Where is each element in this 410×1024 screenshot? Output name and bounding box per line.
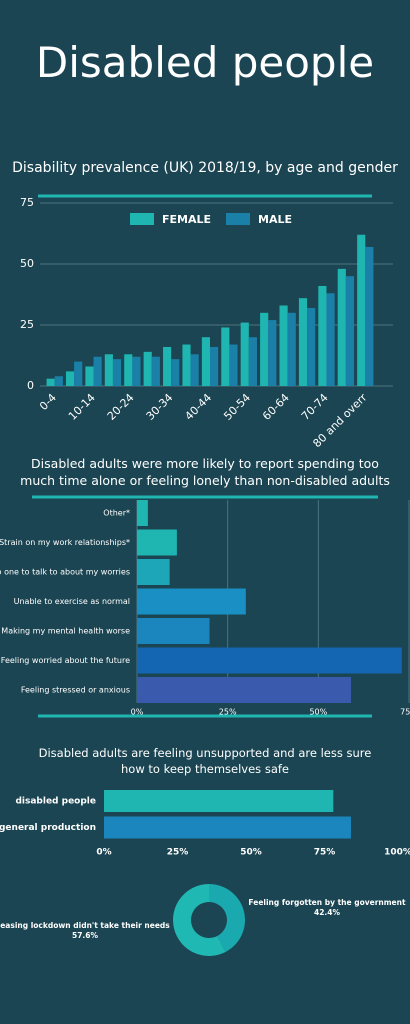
bar bbox=[307, 307, 316, 386]
bar bbox=[182, 344, 191, 386]
x-tick-label: 100% bbox=[384, 848, 410, 858]
slice-label: Feeling forgotten by the government bbox=[248, 898, 406, 907]
bar bbox=[240, 322, 249, 386]
bar bbox=[357, 234, 366, 386]
bar bbox=[229, 344, 238, 386]
bar bbox=[93, 356, 102, 386]
y-tick-label: disabled people bbox=[15, 797, 96, 807]
y-tick-label: Unable to exercise as normal bbox=[14, 597, 130, 606]
x-tick-label: 0-4 bbox=[37, 391, 59, 413]
chart-title: Disabled adults are feeling unsupported … bbox=[38, 746, 372, 776]
bar bbox=[137, 588, 246, 615]
y-tick-label: general production bbox=[0, 823, 96, 833]
bar bbox=[326, 293, 335, 386]
bar bbox=[260, 312, 269, 386]
bar bbox=[112, 359, 122, 386]
bar bbox=[137, 647, 402, 674]
bar bbox=[137, 500, 148, 526]
y-tick-label: Making my mental health worse bbox=[1, 627, 130, 636]
bar bbox=[210, 346, 219, 386]
slice-label: easing lockdown didn't take their needs bbox=[0, 921, 170, 930]
legend-label: FEMALE bbox=[162, 213, 211, 226]
bar bbox=[137, 559, 170, 585]
bar bbox=[287, 312, 296, 386]
bar bbox=[137, 529, 177, 556]
slice-value: 57.6% bbox=[72, 931, 99, 940]
donut-slice bbox=[209, 884, 245, 952]
legend-label: MALE bbox=[258, 213, 292, 226]
bar bbox=[190, 354, 199, 386]
y-tick-label: 0 bbox=[27, 379, 34, 392]
bar bbox=[137, 618, 210, 644]
bar bbox=[132, 356, 141, 386]
bar bbox=[365, 246, 374, 386]
bar bbox=[201, 337, 210, 386]
x-tick-label: 40-44 bbox=[182, 391, 214, 423]
x-tick-label: 25% bbox=[167, 848, 189, 858]
bar bbox=[104, 790, 334, 812]
bar bbox=[104, 354, 113, 386]
bar bbox=[345, 276, 355, 386]
bar bbox=[171, 359, 180, 386]
y-tick-label: No one to talk to about my worries bbox=[0, 568, 130, 577]
bar bbox=[163, 346, 172, 386]
bar bbox=[318, 285, 327, 386]
y-tick-label: Feeling stressed or anxious bbox=[21, 686, 130, 695]
y-tick-label: Strain on my work relationships* bbox=[0, 538, 130, 547]
x-tick-label: 0% bbox=[131, 708, 144, 717]
x-tick-label: 20-24 bbox=[105, 391, 137, 423]
bar bbox=[248, 337, 257, 386]
x-tick-label: 75% bbox=[314, 848, 336, 858]
y-tick-label: Feeling worried about the future bbox=[1, 656, 130, 665]
bar bbox=[268, 320, 277, 386]
x-tick-label: 60-64 bbox=[260, 391, 292, 423]
y-tick-label: 25 bbox=[20, 318, 34, 331]
slice-value: 42.4% bbox=[314, 908, 341, 917]
x-tick-label: 50-54 bbox=[221, 391, 253, 423]
bar bbox=[65, 371, 75, 386]
bar bbox=[137, 677, 351, 703]
x-tick-label: 70-74 bbox=[299, 391, 331, 423]
x-tick-label: 75% bbox=[400, 708, 410, 717]
y-tick-label: 50 bbox=[20, 257, 34, 270]
x-tick-label: 10-14 bbox=[66, 391, 98, 423]
x-tick-label: 0% bbox=[96, 848, 111, 858]
chart-title: Disabled adults were more likely to repo… bbox=[20, 456, 390, 488]
legend-swatch bbox=[226, 213, 250, 225]
x-tick-label: 25% bbox=[219, 708, 237, 717]
bar bbox=[337, 268, 346, 386]
x-tick-label: 50% bbox=[309, 708, 327, 717]
x-tick-label: 30-34 bbox=[144, 391, 176, 423]
bar bbox=[85, 366, 94, 386]
bar bbox=[124, 354, 133, 386]
bar bbox=[54, 376, 63, 386]
legend-swatch bbox=[130, 213, 154, 225]
bar bbox=[104, 816, 351, 839]
y-tick-label: 75 bbox=[20, 196, 34, 209]
bar bbox=[298, 298, 308, 386]
page-title: Disabled people bbox=[35, 38, 375, 87]
bar bbox=[46, 378, 55, 386]
bar bbox=[143, 351, 152, 386]
bar bbox=[74, 361, 83, 386]
bar bbox=[279, 305, 288, 386]
bar bbox=[151, 356, 160, 386]
donut-slice bbox=[172, 884, 226, 956]
bar bbox=[221, 327, 230, 386]
chart-title: Disability prevalence (UK) 2018/19, by a… bbox=[12, 160, 398, 176]
y-tick-label: Other* bbox=[103, 509, 130, 518]
x-tick-label: 50% bbox=[240, 848, 262, 858]
